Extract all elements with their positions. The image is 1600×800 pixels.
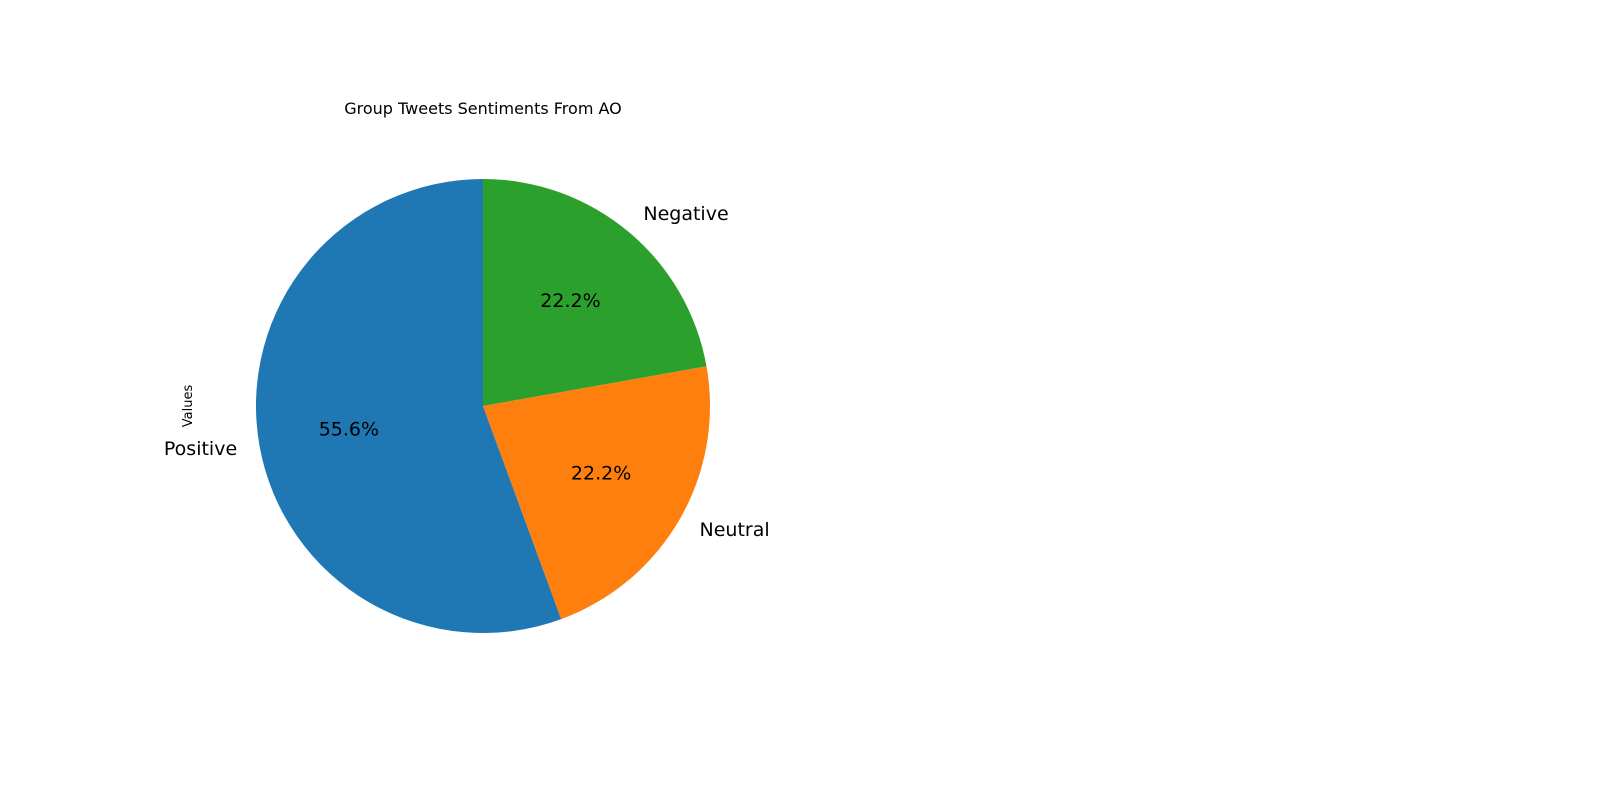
y-axis-label: Values bbox=[181, 385, 196, 428]
pie-slice-negative bbox=[483, 178, 707, 406]
pct-label-neutral: 22.2% bbox=[571, 462, 631, 484]
pie-labels: Positive 55.6% Neutral 22.2% Negative 22.2% bbox=[164, 203, 770, 541]
pct-label-negative: 22.2% bbox=[540, 290, 600, 312]
slice-label-positive: Positive bbox=[164, 438, 237, 460]
pct-label-positive: 55.6% bbox=[319, 418, 379, 440]
slice-label-neutral: Neutral bbox=[700, 519, 770, 541]
pie-slice-positive bbox=[255, 179, 562, 634]
pie-slice-neutral bbox=[483, 366, 711, 620]
pie-slices bbox=[255, 178, 711, 634]
slice-label-negative: Negative bbox=[643, 203, 728, 225]
chart-title: Group Tweets Sentiments From AO bbox=[344, 99, 622, 118]
